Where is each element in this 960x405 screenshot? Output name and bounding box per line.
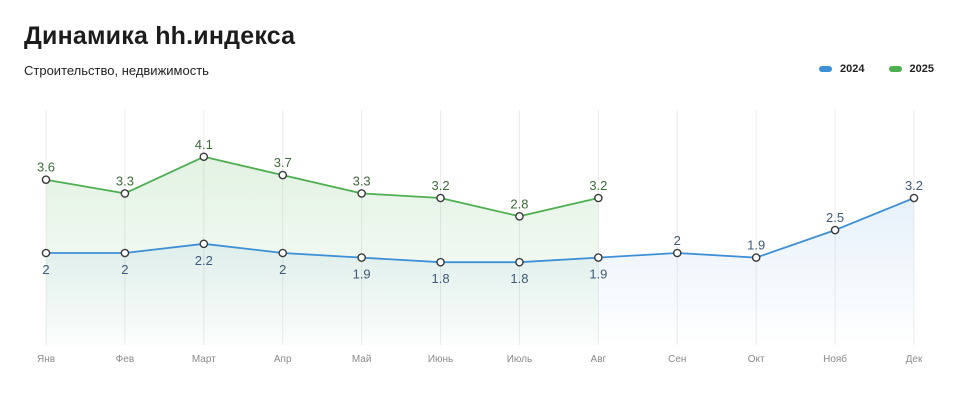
data-point-2024 <box>594 253 603 262</box>
x-tick-label: Фев <box>116 354 134 365</box>
legend-item-2024[interactable]: 2024 <box>819 63 865 75</box>
data-label-2024: 2 <box>674 233 681 248</box>
data-point-2025 <box>436 193 445 203</box>
data-point-2024 <box>672 248 682 258</box>
x-tick-label: Апр <box>274 354 292 365</box>
line-layer <box>45 155 915 264</box>
x-tick-label: Июнь <box>428 354 453 365</box>
data-label-2024: 2 <box>121 262 128 277</box>
tick-layer: Янв Фев Март Апр Май Июнь Июль Авг Сен Окт Нояб Дек <box>37 353 923 365</box>
data-point-2024 <box>436 257 445 267</box>
x-tick-label: Сен <box>668 354 686 365</box>
data-label-2025: 3.3 <box>353 173 371 188</box>
data-label-2025: 3.7 <box>274 155 292 170</box>
x-tick-label: Март <box>192 354 216 365</box>
data-point-2025 <box>515 212 524 221</box>
legend-swatch-2025 <box>888 66 902 72</box>
data-label-2024: 2.2 <box>195 253 213 268</box>
data-label-2024: 3.2 <box>905 178 923 193</box>
x-tick-label: Дек <box>906 354 923 365</box>
data-label-2024: 1.8 <box>510 271 528 286</box>
data-label-2025: 2.8 <box>510 196 528 211</box>
data-point-2024 <box>41 248 51 258</box>
data-point-2024 <box>830 225 840 235</box>
series-area-2025 <box>46 156 599 345</box>
data-label-2025: 3.2 <box>589 178 607 193</box>
x-tick-label: Янв <box>37 354 55 365</box>
data-point-2024 <box>909 193 919 203</box>
x-tick-label: Окт <box>748 354 765 365</box>
data-label-2025: 3.6 <box>37 160 55 175</box>
data-label-2025: 4.1 <box>195 137 213 152</box>
series-line-2024 <box>46 197 915 264</box>
x-tick-label: Нояб <box>823 353 847 365</box>
series-line-2025 <box>45 155 599 218</box>
data-label-2024: 2.5 <box>826 210 844 225</box>
data-label-2024: 1.9 <box>589 267 607 282</box>
data-point-2025 <box>278 170 288 180</box>
chart-title: Динамика hh.индекса <box>24 22 296 50</box>
data-label-2024: 2 <box>42 262 49 277</box>
data-point-2024 <box>120 248 130 258</box>
chart-subtitle: Строительство, недвижимость <box>24 63 209 78</box>
data-point-2025 <box>120 189 130 198</box>
x-tick-label: Авг <box>591 354 607 365</box>
data-point-2024 <box>751 253 761 262</box>
legend-swatch-2024 <box>819 66 833 72</box>
data-point-2025 <box>357 189 366 198</box>
x-tick-label: Июль <box>507 354 533 365</box>
data-label-2025: 3.2 <box>432 178 450 193</box>
data-point-2024 <box>357 253 366 262</box>
data-point-2024 <box>515 257 524 267</box>
data-label-2024: 2 <box>279 262 286 277</box>
legend-item-2025[interactable]: 2025 <box>888 63 934 75</box>
data-point-2025 <box>199 152 209 162</box>
data-point-2025 <box>41 175 51 184</box>
point-layer <box>41 152 919 267</box>
data-label-2024: 1.9 <box>747 238 765 253</box>
data-label-2025: 3.3 <box>116 173 134 188</box>
legend: 2024 2025 <box>819 63 934 75</box>
data-label-2024: 1.9 <box>353 267 371 282</box>
data-point-2024 <box>278 248 288 258</box>
data-label-2024: 1.8 <box>432 271 450 286</box>
legend-label-2025: 2025 <box>909 63 934 75</box>
x-tick-label: Май <box>352 354 372 365</box>
legend-label-2024: 2024 <box>840 63 865 75</box>
label-layer: 2 2 2.2 2 1.9 1.8 1.8 1.9 2 1.9 2.5 3.2 3.6 3.3 4.1 3.7… <box>37 137 923 286</box>
data-point-2025 <box>594 193 603 203</box>
area-layer <box>46 156 914 345</box>
data-point-2024 <box>199 239 209 249</box>
